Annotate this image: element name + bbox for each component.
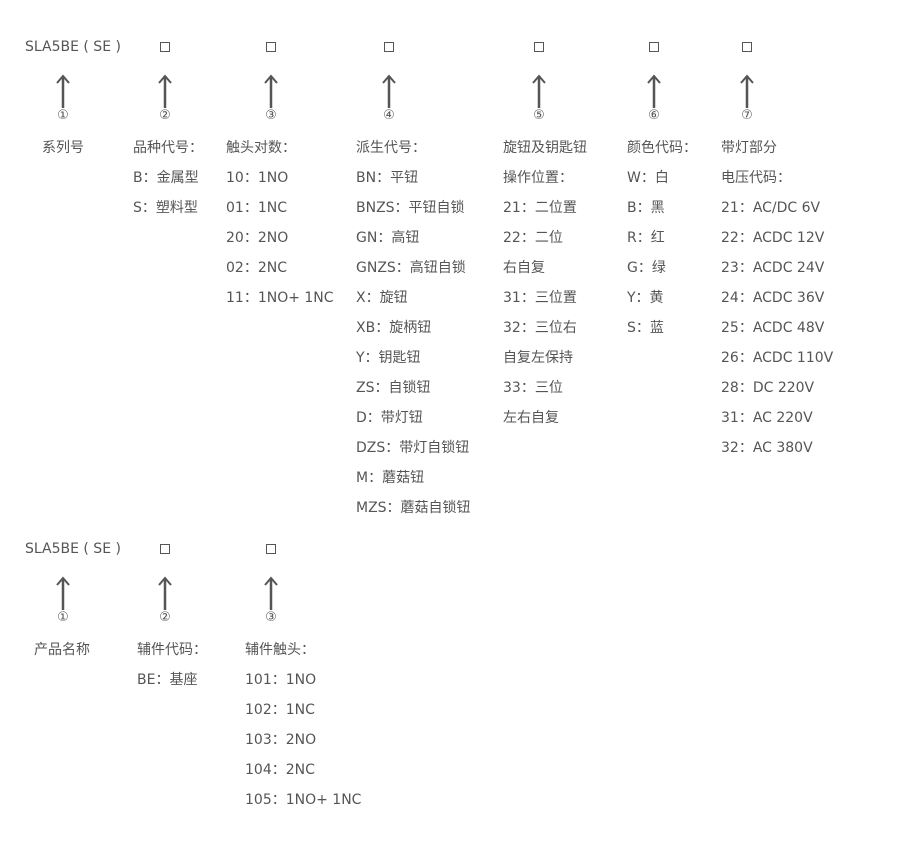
code-option: 电压代码：: [721, 170, 791, 186]
code-option: 02：2NC: [226, 260, 287, 276]
column-title: 旋钮及钥匙钮: [503, 140, 587, 156]
up-arrow-icon: [532, 74, 546, 108]
placeholder-box: [649, 42, 659, 52]
code-option: 23：ACDC 24V: [721, 260, 825, 276]
code-option: GN：高钮: [356, 230, 420, 246]
code-option: R：红: [627, 230, 665, 246]
up-arrow-icon: [56, 74, 70, 108]
code-option: W：白: [627, 170, 669, 186]
code-option: 21：AC/DC 6V: [721, 200, 821, 216]
code-option: DZS：带灯自锁钮: [356, 440, 470, 456]
code-option: BNZS：平钮自锁: [356, 200, 465, 216]
code-option: 103：2NO: [245, 732, 317, 748]
placeholder-box: [534, 42, 544, 52]
column-title: 辅件触头：: [245, 642, 315, 658]
placeholder-box: [160, 544, 170, 554]
position-number: ③: [265, 610, 277, 625]
code-option: 105：1NO+ 1NC: [245, 792, 362, 808]
code-option: B：黑: [627, 200, 665, 216]
code-option: 31：三位置: [503, 290, 577, 306]
up-arrow-icon: [382, 74, 396, 108]
code-option: XB：旋柄钮: [356, 320, 432, 336]
column-title: 带灯部分: [721, 140, 777, 156]
position-number: ⑦: [741, 108, 753, 123]
position-number: ②: [159, 610, 171, 625]
code-option: 32：三位右: [503, 320, 577, 336]
up-arrow-icon: [647, 74, 661, 108]
code-option: 28：DC 220V: [721, 380, 815, 396]
up-arrow-icon: [158, 74, 172, 108]
code-option: 21：二位置: [503, 200, 577, 216]
column-title: 颜色代码：: [627, 140, 697, 156]
placeholder-box: [160, 42, 170, 52]
position-number: ⑥: [648, 108, 660, 123]
code-option: G：绿: [627, 260, 666, 276]
code-option: 10：1NO: [226, 170, 289, 186]
up-arrow-icon: [740, 74, 754, 108]
code-option: ZS：自锁钮: [356, 380, 431, 396]
placeholder-box: [266, 42, 276, 52]
code-option: 25：ACDC 48V: [721, 320, 825, 336]
up-arrow-icon: [158, 576, 172, 610]
code-option: 24：ACDC 36V: [721, 290, 825, 306]
column-title: 系列号: [42, 140, 84, 156]
column-title: 辅件代码：: [137, 642, 207, 658]
code-option: 左右自复: [503, 410, 559, 426]
code-option: 操作位置：: [503, 170, 573, 186]
column-title: 派生代号：: [356, 140, 426, 156]
code-option: 104：2NC: [245, 762, 315, 778]
code-option: BN：平钮: [356, 170, 419, 186]
code-option: X：旋钮: [356, 290, 408, 306]
up-arrow-icon: [56, 576, 70, 610]
code-option: 22：ACDC 12V: [721, 230, 825, 246]
code-option: Y：黄: [627, 290, 664, 306]
code-option: MZS：蘑菇自锁钮: [356, 500, 471, 516]
placeholder-box: [742, 42, 752, 52]
code-option: 102：1NC: [245, 702, 315, 718]
position-number: ④: [383, 108, 395, 123]
series-header: SLA5BE ( SE ): [25, 39, 121, 55]
code-option: S：蓝: [627, 320, 664, 336]
position-number: ①: [57, 108, 69, 123]
code-option: 101：1NO: [245, 672, 317, 688]
code-option: 31：AC 220V: [721, 410, 813, 426]
code-option: M：蘑菇钮: [356, 470, 425, 486]
code-option: 右自复: [503, 260, 545, 276]
code-option: 22：二位: [503, 230, 563, 246]
position-number: ③: [265, 108, 277, 123]
code-option: GNZS：高钮自锁: [356, 260, 466, 276]
code-option: 01：1NC: [226, 200, 287, 216]
code-option: BE：基座: [137, 672, 198, 688]
placeholder-box: [384, 42, 394, 52]
column-title: 品种代号：: [133, 140, 203, 156]
up-arrow-icon: [264, 576, 278, 610]
column-title: 产品名称: [34, 642, 90, 658]
series-header: SLA5BE ( SE ): [25, 541, 121, 557]
placeholder-box: [266, 544, 276, 554]
code-option: B：金属型: [133, 170, 199, 186]
code-option: 11：1NO+ 1NC: [226, 290, 334, 306]
position-number: ⑤: [533, 108, 545, 123]
position-number: ②: [159, 108, 171, 123]
code-option: Y：钥匙钮: [356, 350, 421, 366]
code-option: 32：AC 380V: [721, 440, 813, 456]
column-title: 触头对数：: [226, 140, 296, 156]
position-number: ①: [57, 610, 69, 625]
code-option: D：带灯钮: [356, 410, 423, 426]
code-option: 26：ACDC 110V: [721, 350, 834, 366]
code-option: S：塑料型: [133, 200, 198, 216]
up-arrow-icon: [264, 74, 278, 108]
code-option: 自复左保持: [503, 350, 573, 366]
code-option: 33：三位: [503, 380, 563, 396]
code-option: 20：2NO: [226, 230, 289, 246]
